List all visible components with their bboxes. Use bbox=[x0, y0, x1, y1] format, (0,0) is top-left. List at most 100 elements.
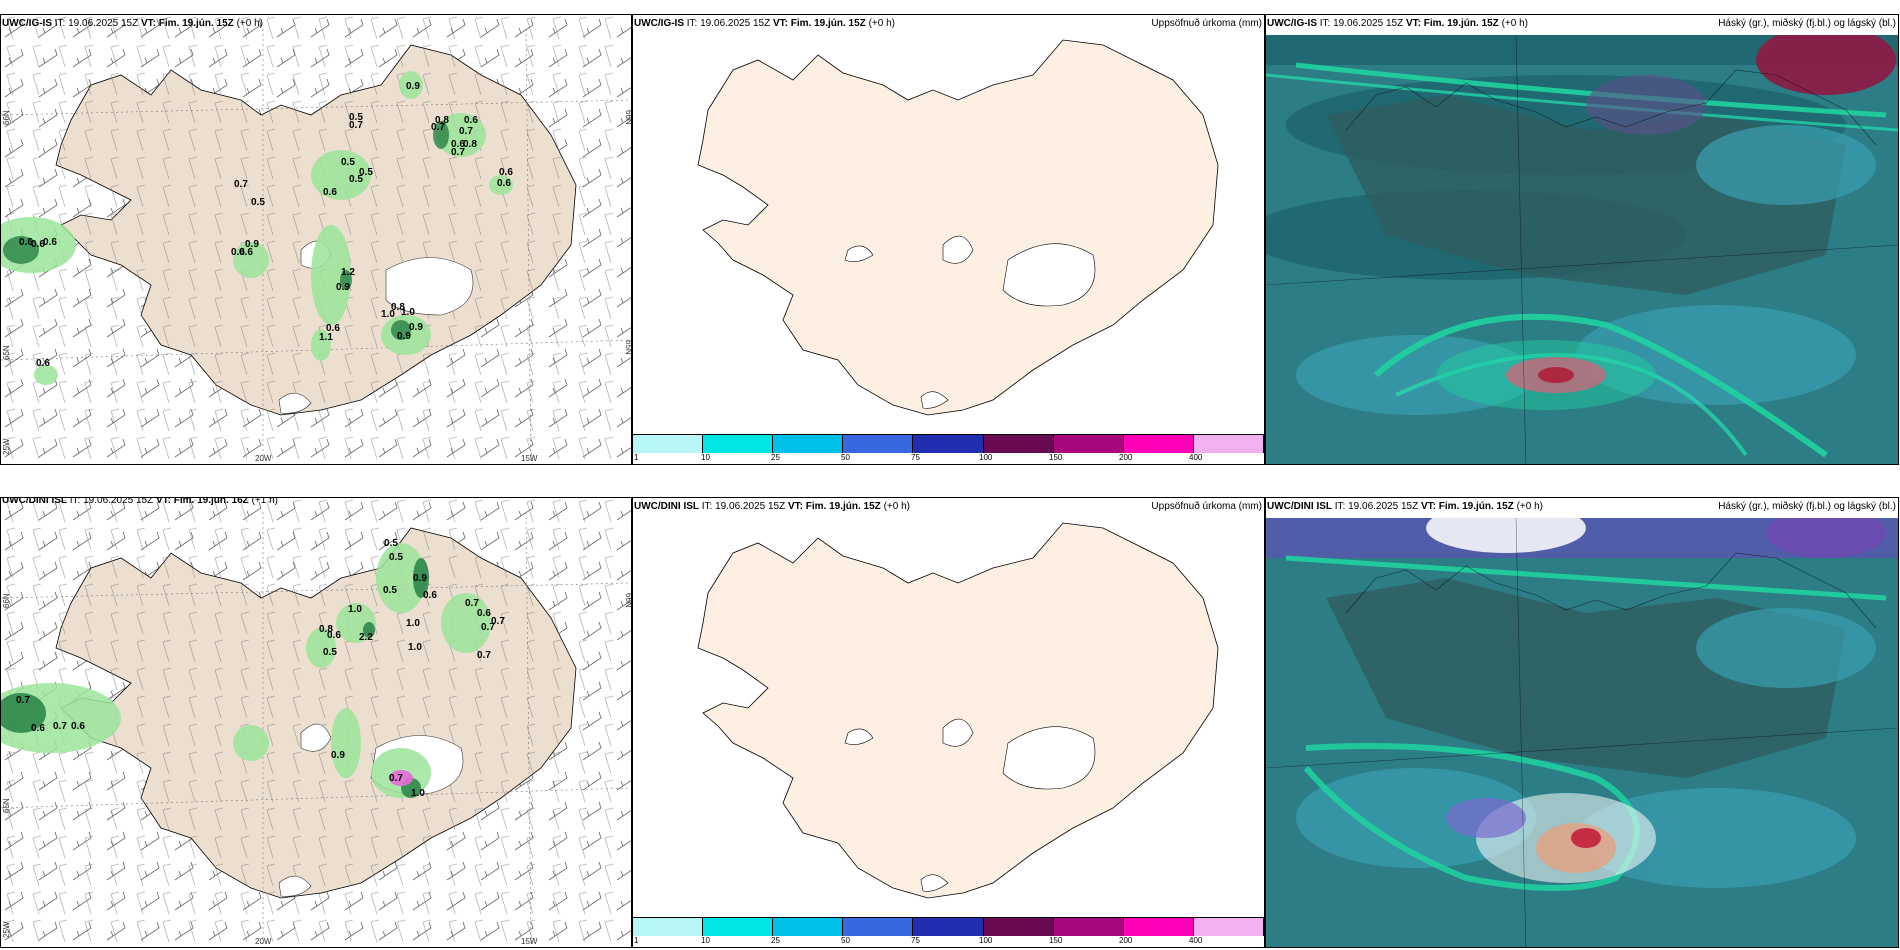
svg-text:65N: 65N bbox=[2, 345, 11, 360]
svg-text:0.5: 0.5 bbox=[359, 167, 373, 178]
svg-text:0.6: 0.6 bbox=[31, 239, 45, 250]
iceland-land bbox=[697, 522, 1219, 899]
precip-value-labels: 0.9 0.5 0.7 0.8 0.6 0.7 0.7 0.6 0.8 0.7 … bbox=[19, 81, 513, 369]
svg-text:66N: 66N bbox=[624, 110, 631, 125]
svg-text:0.7: 0.7 bbox=[389, 773, 403, 784]
svg-text:0.6: 0.6 bbox=[239, 247, 253, 258]
svg-text:20W: 20W bbox=[255, 937, 272, 946]
svg-text:0.7: 0.7 bbox=[451, 147, 465, 158]
svg-text:0.6: 0.6 bbox=[499, 167, 513, 178]
precip-title: Uppsöfnuð úrkoma (mm) bbox=[1151, 501, 1262, 512]
precip-panel-bottom[interactable]: UWC/DINI ISL IT: 19.06.2025 15Z VT: Fim.… bbox=[632, 497, 1265, 948]
svg-text:15W: 15W bbox=[521, 454, 538, 463]
svg-text:25W: 25W bbox=[2, 921, 11, 938]
svg-text:0.8: 0.8 bbox=[463, 139, 477, 150]
svg-text:1.1: 1.1 bbox=[319, 332, 333, 343]
cloud-map bbox=[1266, 35, 1898, 464]
svg-text:0.9: 0.9 bbox=[331, 750, 345, 761]
svg-text:1.0: 1.0 bbox=[401, 307, 415, 318]
precip-value-labels: 0.5 0.5 0.9 0.5 0.6 0.7 0.6 0.7 0.7 1.0 … bbox=[16, 538, 505, 799]
cbar-swatch bbox=[1123, 435, 1194, 453]
svg-text:0.9: 0.9 bbox=[336, 282, 350, 293]
svg-text:0.5: 0.5 bbox=[323, 647, 337, 658]
svg-text:0.9: 0.9 bbox=[245, 239, 259, 250]
svg-text:0.6: 0.6 bbox=[497, 178, 511, 189]
precip-colorbar bbox=[633, 917, 1264, 936]
cbar-swatch bbox=[1053, 918, 1124, 936]
cloud-panel-top[interactable]: UWC/IG-IS IT: 19.06.2025 15Z VT: Fim. 19… bbox=[1265, 14, 1899, 465]
svg-text:1.0: 1.0 bbox=[381, 309, 395, 320]
cbar-swatch bbox=[703, 435, 774, 453]
wind-precip-map: 0.9 0.5 0.7 0.8 0.6 0.7 0.7 0.6 0.8 0.7 … bbox=[1, 15, 631, 464]
svg-text:0.9: 0.9 bbox=[409, 322, 423, 333]
cbar-swatch bbox=[1053, 435, 1124, 453]
svg-text:0.7: 0.7 bbox=[349, 120, 363, 131]
wind-precip-panel-top[interactable]: UWC/IG-IS IT: 19.06.2025 15Z VT: Fim. 19… bbox=[0, 14, 632, 465]
colorbar-ticks: 1 10 25 50 75 100 150 200 400 bbox=[634, 453, 1203, 462]
cbar-swatch bbox=[633, 435, 704, 453]
svg-text:0.7: 0.7 bbox=[465, 598, 479, 609]
cbar-swatch bbox=[983, 435, 1054, 453]
cbar-swatch bbox=[843, 918, 914, 936]
svg-text:0.9: 0.9 bbox=[397, 331, 411, 342]
svg-text:66N: 66N bbox=[624, 593, 631, 608]
panel-title: UWC/IG-IS IT: 19.06.2025 15Z VT: Fim. 19… bbox=[1267, 18, 1528, 29]
precip-title: Uppsöfnuð úrkoma (mm) bbox=[1151, 18, 1262, 29]
wind-precip-panel-bottom[interactable]: UWC/DINI ISL IT: 19.06.2025 15Z VT: Fim.… bbox=[0, 497, 632, 948]
cloud-panel-bottom[interactable]: UWC/DINI ISL IT: 19.06.2025 15Z VT: Fim.… bbox=[1265, 497, 1899, 948]
svg-text:0.5: 0.5 bbox=[383, 585, 397, 596]
svg-text:0.5: 0.5 bbox=[341, 157, 355, 168]
svg-text:0.6: 0.6 bbox=[31, 723, 45, 734]
precip-panel-top[interactable]: UWC/IG-IS IT: 19.06.2025 15Z VT: Fim. 19… bbox=[632, 14, 1265, 465]
cbar-swatch bbox=[1193, 918, 1264, 936]
svg-text:0.9: 0.9 bbox=[413, 573, 427, 584]
svg-text:0.7: 0.7 bbox=[491, 616, 505, 627]
svg-text:0.6: 0.6 bbox=[451, 139, 465, 150]
panel-title: UWC/DINI ISL IT: 19.06.2025 15Z VT: Fim.… bbox=[1267, 501, 1543, 512]
svg-text:0.5: 0.5 bbox=[349, 174, 363, 185]
cloud-title: Háský (gr.), miðský (fj.bl.) og lágský (… bbox=[1718, 18, 1896, 29]
svg-text:0.7: 0.7 bbox=[53, 721, 67, 732]
svg-text:66N: 66N bbox=[2, 110, 11, 125]
wind-precip-map: 0.5 0.5 0.9 0.5 0.6 0.7 0.6 0.7 0.7 1.0 … bbox=[1, 498, 631, 947]
cbar-swatch bbox=[913, 918, 984, 936]
cbar-swatch bbox=[703, 918, 774, 936]
svg-text:0.5: 0.5 bbox=[389, 552, 403, 563]
precip-map bbox=[697, 39, 1219, 416]
cbar-swatch bbox=[1193, 435, 1264, 453]
svg-text:0.7: 0.7 bbox=[16, 695, 30, 706]
svg-text:1.0: 1.0 bbox=[348, 604, 362, 615]
svg-text:0.7: 0.7 bbox=[431, 122, 445, 133]
svg-text:0.7: 0.7 bbox=[234, 179, 248, 190]
cbar-swatch bbox=[913, 435, 984, 453]
svg-text:65N: 65N bbox=[624, 340, 631, 355]
svg-text:0.7: 0.7 bbox=[481, 622, 495, 633]
svg-text:0.6: 0.6 bbox=[477, 608, 491, 619]
svg-text:0.6: 0.6 bbox=[464, 115, 478, 126]
svg-text:0.6: 0.6 bbox=[231, 247, 245, 258]
svg-text:0.6: 0.6 bbox=[71, 721, 85, 732]
svg-text:0.7: 0.7 bbox=[477, 650, 491, 661]
svg-text:1.2: 1.2 bbox=[341, 267, 355, 278]
svg-text:0.8: 0.8 bbox=[319, 624, 333, 635]
panel-title: UWC/DINI ISL IT: 19.06.2025 15Z VT: Fim.… bbox=[2, 497, 278, 506]
svg-text:0.6: 0.6 bbox=[327, 630, 341, 641]
cbar-swatch bbox=[843, 435, 914, 453]
svg-text:66N: 66N bbox=[2, 593, 11, 608]
panel-title: UWC/IG-IS IT: 19.06.2025 15Z VT: Fim. 19… bbox=[2, 18, 263, 29]
svg-text:0.8: 0.8 bbox=[391, 302, 405, 313]
cloud-map bbox=[1266, 518, 1898, 947]
cbar-swatch bbox=[633, 918, 704, 936]
svg-text:0.6: 0.6 bbox=[36, 358, 50, 369]
svg-text:0.9: 0.9 bbox=[406, 81, 420, 92]
svg-text:65N: 65N bbox=[2, 798, 11, 813]
svg-text:1.0: 1.0 bbox=[408, 642, 422, 653]
svg-text:15W: 15W bbox=[521, 937, 538, 946]
svg-text:0.8: 0.8 bbox=[435, 115, 449, 126]
colorbar-ticks: 1 10 25 50 75 100 150 200 400 bbox=[634, 936, 1203, 945]
svg-text:0.6: 0.6 bbox=[19, 237, 33, 248]
panel-title: UWC/IG-IS IT: 19.06.2025 15Z VT: Fim. 19… bbox=[634, 18, 895, 29]
svg-text:0.6: 0.6 bbox=[423, 590, 437, 601]
cbar-swatch bbox=[983, 918, 1054, 936]
cbar-swatch bbox=[773, 918, 844, 936]
